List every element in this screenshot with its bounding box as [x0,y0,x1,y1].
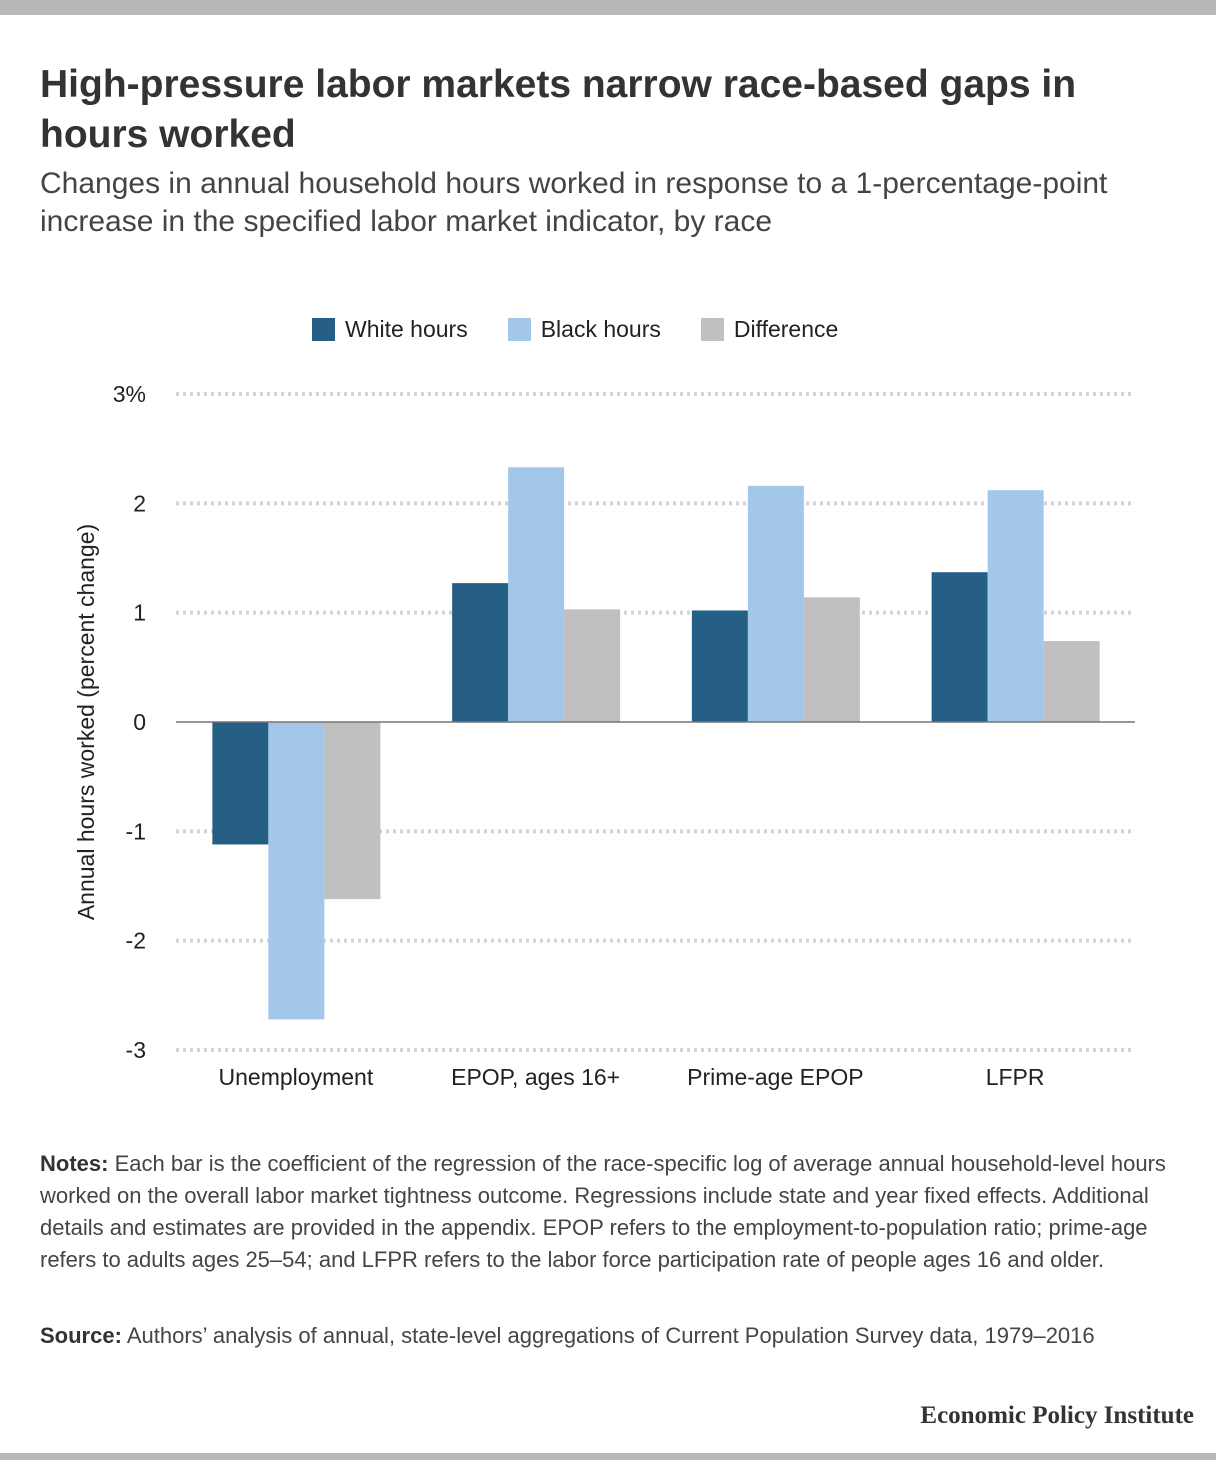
top-border [0,0,1216,15]
bar-white-hours [691,610,748,722]
notes-label: Notes: [40,1151,109,1176]
legend-item-difference: Difference [700,315,839,343]
notes: Notes: Each bar is the coefficient of th… [40,1148,1180,1276]
legend-item-white: White hours [312,316,468,343]
chart-subtitle: Changes in annual household hours worked… [40,167,1108,238]
notes-text: Each bar is the coefficient of the regre… [40,1151,1166,1272]
chart-title: High-pressure labor markets narrow race-… [40,63,1077,156]
bar-difference [803,597,860,722]
bar-white-hours [931,572,988,722]
bar-chart: 3% 2 1 0 -1 -2 -3 Unemployment EPOP, ages 16+ Pri… [73,381,1135,1090]
legend-swatch-white [312,317,335,341]
x-tick-label: Unemployment [219,1064,374,1090]
bar-difference [1043,641,1100,722]
y-axis-label: Annual hours worked (percent change) [73,524,99,920]
bar-black-hours [268,722,325,1020]
y-tick-label: -2 [126,928,146,954]
brand-logo: Economic Policy Institute [920,1402,1194,1429]
legend-label-black: Black hours [540,315,661,342]
x-tick-label: Prime-age EPOP [687,1064,863,1090]
x-tick-label: EPOP, ages 16+ [451,1064,620,1090]
y-tick-label: 3% [113,381,146,407]
x-tick-label: LFPR [986,1064,1045,1090]
legend-swatch-black [507,317,531,341]
source-label: Source: [40,1323,122,1348]
bar-difference [564,609,621,722]
bar-white-hours [212,722,269,845]
legend-label-white: White hours [345,315,468,342]
legend-swatch-difference [700,317,724,341]
source-text: Authors’ analysis of annual, state-level… [126,1323,1095,1348]
y-tick-label: -1 [126,818,146,844]
y-tick-label: -3 [126,1037,146,1063]
y-tick-label: 1 [133,600,146,626]
y-tick-label: 2 [133,490,146,516]
source: Source: Authors’ analysis of annual, sta… [40,1320,1180,1352]
axes: 3% 2 1 0 -1 -2 -3 Unemployment EPOP, ages 16+ Pri… [113,381,1135,1090]
chart-legend: White hours Black hours Difference [312,314,878,344]
legend-label-difference: Difference [733,315,839,342]
bar-black-hours [508,467,565,722]
bottom-border [0,1453,1216,1460]
bar-black-hours [987,490,1044,722]
bar-black-hours [747,485,804,722]
bar-white-hours [452,583,509,722]
bars [212,467,1100,1020]
bar-difference [324,722,381,900]
legend-item-black: Black hours [507,315,661,343]
y-tick-label: 0 [133,709,146,735]
